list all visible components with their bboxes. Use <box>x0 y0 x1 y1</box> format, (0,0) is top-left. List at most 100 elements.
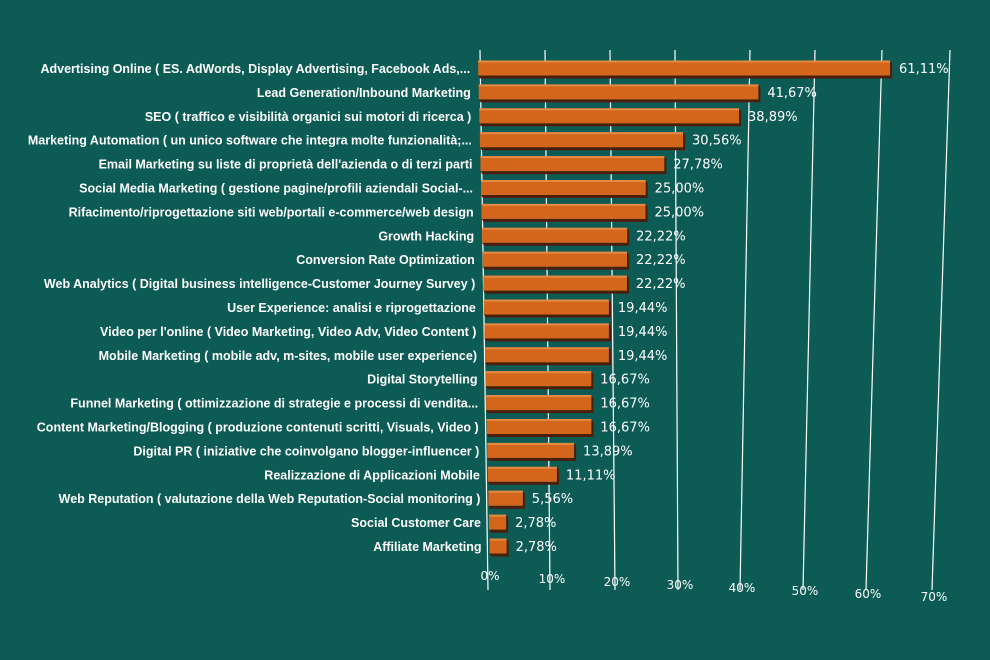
category-label: Affiliate Marketing <box>373 540 481 554</box>
bar-top <box>485 347 609 350</box>
category-label: User Experience: analisi e riprogettazio… <box>227 301 476 315</box>
bar-bottom <box>481 195 648 198</box>
bar-bottom <box>489 553 509 557</box>
bar <box>486 419 592 434</box>
bar-side <box>591 395 594 414</box>
bar-bottom <box>485 386 594 390</box>
bar-side <box>522 490 525 509</box>
x-tick-label: 40% <box>729 581 756 595</box>
bar <box>485 347 609 363</box>
category-label: Rifacimento/riprogettazione siti web/por… <box>69 205 474 219</box>
data-label: 25,00% <box>654 205 704 220</box>
category-label: Advertising Online ( ES. AdWords, Displa… <box>40 62 470 76</box>
bar <box>478 60 891 76</box>
x-tick-label: 10% <box>539 572 566 586</box>
data-label: 22,22% <box>636 229 686 244</box>
bar <box>485 371 592 387</box>
data-label: 30,56% <box>692 134 742 149</box>
bar-bottom <box>478 75 893 79</box>
gridline <box>931 49 951 591</box>
bar <box>484 323 609 339</box>
data-label: 11,11% <box>566 468 616 483</box>
x-tick-label: 60% <box>855 587 882 601</box>
bar-side <box>591 419 594 437</box>
gridlines <box>479 49 951 591</box>
gridline <box>739 49 751 591</box>
data-label: 22,22% <box>636 253 686 268</box>
bar-top <box>485 371 592 374</box>
bar <box>480 156 665 172</box>
category-label: Digital Storytelling <box>367 373 477 387</box>
bar <box>488 514 507 530</box>
bar <box>481 203 646 219</box>
bar <box>482 227 628 243</box>
x-tick-label: 70% <box>921 590 948 604</box>
bar-top <box>483 275 627 278</box>
bar-side <box>664 156 667 175</box>
bar-top <box>486 419 592 421</box>
bar-bottom <box>487 481 560 485</box>
gridline <box>609 49 616 591</box>
labels: 0% 10% 20% 30% 40% 50% 60% 70% 61,11% Advertising… <box>28 62 949 604</box>
gridline <box>802 49 816 591</box>
x-tick-label: 30% <box>667 578 694 592</box>
bar-top <box>488 514 507 517</box>
bar-bottom <box>486 410 594 414</box>
bar-top <box>481 180 646 182</box>
category-label: Growth Hacking <box>378 229 474 243</box>
data-label: 16,67% <box>600 421 650 436</box>
bar-side <box>758 84 761 103</box>
category-label: Digital PR ( iniziative che coinvolgano … <box>133 444 479 458</box>
category-label: Social Media Marketing ( gestione pagine… <box>79 182 473 196</box>
bar-bottom <box>485 362 611 366</box>
gridline <box>479 49 489 591</box>
bar-side <box>591 371 594 390</box>
data-label: 41,67% <box>767 86 817 101</box>
category-label: Social Customer Care <box>351 516 481 530</box>
bars <box>478 60 893 557</box>
data-label: 16,67% <box>600 373 650 388</box>
data-label: 16,67% <box>600 397 650 412</box>
bar-top <box>478 84 759 87</box>
bar-bottom <box>478 99 761 103</box>
data-label: 2,78% <box>515 516 556 531</box>
bar-side <box>627 251 630 270</box>
bar-bottom <box>486 434 594 437</box>
data-label: 19,44% <box>618 349 668 364</box>
data-label: 27,78% <box>673 158 723 173</box>
bar-side <box>608 323 611 342</box>
category-label: Conversion Rate Optimization <box>296 253 475 267</box>
bar <box>487 466 557 482</box>
bar-side <box>556 466 560 485</box>
x-tick-label: 50% <box>792 584 819 598</box>
bar <box>483 299 609 315</box>
bar-bottom <box>484 338 611 342</box>
bar-top <box>488 490 523 493</box>
bar-top <box>483 299 609 302</box>
bar-side <box>890 60 893 79</box>
bar-top <box>479 108 740 111</box>
bar <box>479 132 684 148</box>
bar <box>479 108 740 124</box>
bar-top <box>482 251 628 254</box>
bar-side <box>608 347 611 366</box>
bar-bottom <box>479 147 686 151</box>
bar <box>482 251 628 267</box>
data-label: 38,89% <box>748 110 798 125</box>
x-tick-label: 20% <box>604 575 631 589</box>
bar-bottom <box>482 266 630 270</box>
category-label: Web Reputation ( valutazione della Web R… <box>59 492 481 506</box>
bar-bottom <box>483 314 612 318</box>
bar-bottom <box>481 218 648 222</box>
bar-side <box>645 203 648 222</box>
gridline <box>674 49 679 591</box>
bar-bottom <box>488 529 509 533</box>
bar-side <box>739 108 742 127</box>
bar-top <box>489 538 507 541</box>
data-label: 25,00% <box>655 182 705 197</box>
category-label: Web Analytics ( Digital business intelli… <box>44 277 475 291</box>
bar-side <box>506 538 509 557</box>
data-label: 19,44% <box>618 325 668 340</box>
bar <box>489 538 507 554</box>
